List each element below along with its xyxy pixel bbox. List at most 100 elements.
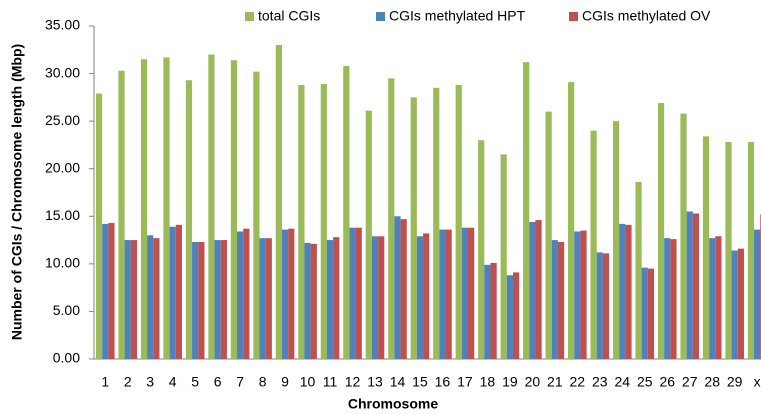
bar xyxy=(680,113,687,359)
x-tick-label: 17 xyxy=(457,374,473,390)
bar xyxy=(163,57,170,359)
bar xyxy=(153,238,160,359)
legend-label: CGIs methylated HPT xyxy=(389,8,526,24)
bar xyxy=(702,136,710,359)
x-tick-label: 12 xyxy=(345,374,361,390)
legend-label: total CGIs xyxy=(258,8,320,24)
bar xyxy=(747,142,755,359)
bar xyxy=(130,240,138,359)
bar xyxy=(490,262,497,359)
bar xyxy=(500,154,507,359)
x-tick-label: 23 xyxy=(592,374,608,390)
bar xyxy=(320,84,327,359)
bar xyxy=(208,54,215,360)
bar xyxy=(557,241,565,359)
x-tick-label: 26 xyxy=(659,374,675,390)
x-tick-label: 25 xyxy=(637,374,653,390)
bar xyxy=(288,228,295,359)
bar xyxy=(355,227,362,359)
x-tick-label: 10 xyxy=(300,374,316,390)
bar xyxy=(326,240,334,359)
bar xyxy=(378,236,385,359)
bar xyxy=(147,235,154,359)
bar xyxy=(619,223,626,359)
bar xyxy=(95,93,103,360)
bar xyxy=(259,238,266,359)
bar xyxy=(657,103,665,360)
bar xyxy=(551,240,558,359)
bar xyxy=(612,121,620,360)
bar xyxy=(512,272,520,359)
bar xyxy=(596,252,603,359)
bar xyxy=(709,238,716,359)
bar xyxy=(635,182,642,359)
x-tick-label: 28 xyxy=(704,374,720,390)
bar xyxy=(664,238,671,359)
bar xyxy=(545,111,552,359)
bar xyxy=(220,240,227,359)
bar xyxy=(461,227,469,359)
bar xyxy=(192,241,199,359)
bar xyxy=(641,267,648,359)
bar xyxy=(185,80,193,359)
x-tick-label: 18 xyxy=(480,374,496,390)
x-tick-label: 4 xyxy=(169,374,177,390)
bar xyxy=(647,268,655,359)
bar xyxy=(580,230,587,359)
bar xyxy=(175,224,182,359)
bar xyxy=(478,140,485,359)
x-tick-label: 29 xyxy=(727,374,743,390)
bar xyxy=(625,224,632,359)
x-tick-label: 27 xyxy=(682,374,698,390)
bar xyxy=(198,241,205,359)
x-tick-label: 11 xyxy=(323,374,338,390)
x-tick-label: 1 xyxy=(101,374,109,390)
legend-swatch xyxy=(245,12,254,21)
bar xyxy=(484,264,491,359)
bar xyxy=(692,213,700,359)
bar xyxy=(574,231,581,359)
bar xyxy=(394,216,401,359)
bar xyxy=(455,84,462,359)
bar xyxy=(523,62,530,359)
bar xyxy=(590,130,597,359)
x-tick-label: 16 xyxy=(435,374,451,390)
bar xyxy=(568,82,575,360)
x-axis-label: Chromosome xyxy=(348,396,438,412)
bar xyxy=(416,236,424,359)
bar xyxy=(506,275,513,359)
bar xyxy=(371,236,379,359)
bar xyxy=(737,248,744,359)
x-tick-label: 20 xyxy=(525,374,541,390)
bar xyxy=(102,223,109,359)
y-tick-label: 35.00 xyxy=(45,17,80,33)
bar xyxy=(108,222,115,359)
bar xyxy=(118,70,125,360)
bar xyxy=(410,97,417,359)
y-tick-label: 15.00 xyxy=(45,207,80,223)
x-tick-label: 7 xyxy=(236,374,244,390)
bar xyxy=(237,231,244,359)
x-tick-label: 3 xyxy=(146,374,154,390)
bar xyxy=(333,237,340,359)
bar xyxy=(388,78,395,359)
legend-swatch xyxy=(376,12,385,21)
x-tick-label: 15 xyxy=(412,374,428,390)
bar xyxy=(365,110,372,359)
x-tick-label: 22 xyxy=(570,374,586,390)
bar xyxy=(253,71,260,359)
bar xyxy=(445,229,452,359)
bar xyxy=(439,229,446,359)
x-tick-label: 2 xyxy=(124,374,132,390)
y-tick-label: 5.00 xyxy=(53,302,80,318)
bar xyxy=(304,242,311,359)
x-tick-label: 8 xyxy=(259,374,267,390)
bar xyxy=(140,59,148,360)
x-tick-label: 9 xyxy=(281,374,289,390)
bar xyxy=(602,253,610,359)
bar xyxy=(243,228,250,359)
bar xyxy=(265,238,272,359)
bar xyxy=(169,226,176,359)
bar xyxy=(535,220,542,359)
bar xyxy=(230,60,238,359)
